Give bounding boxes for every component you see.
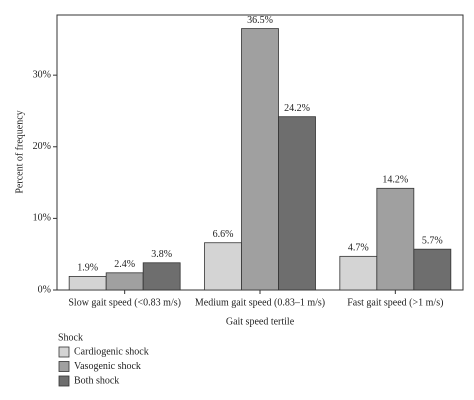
bar — [413, 248, 452, 291]
legend-label: Cardiogenic shock — [74, 346, 149, 357]
bar — [376, 187, 415, 291]
y-tick-label: 0% — [38, 284, 51, 295]
bar — [204, 242, 242, 291]
value-label: 1.9% — [77, 263, 98, 274]
y-tick-label: 10% — [33, 213, 51, 224]
value-label: 4.7% — [348, 243, 369, 254]
bar — [241, 28, 279, 291]
value-label: 5.7% — [422, 235, 443, 246]
value-label: 24.2% — [284, 103, 310, 114]
value-label: 3.8% — [151, 249, 172, 260]
x-tick-label: Fast gait speed (>1 m/s) — [347, 297, 443, 308]
x-axis-label: Gait speed tertile — [226, 316, 295, 327]
legend-label: Vasogenic shock — [74, 361, 141, 372]
legend-label: Both shock — [74, 375, 119, 386]
bar — [339, 255, 378, 291]
bar — [68, 275, 107, 291]
x-tick-label: Medium gait speed (0.83–1 m/s) — [195, 297, 325, 308]
y-tick-label: 20% — [33, 141, 51, 152]
value-label: 14.2% — [382, 175, 408, 186]
legend-swatch — [58, 375, 70, 387]
y-axis-label: Percent of frequency — [14, 110, 25, 193]
bar — [142, 262, 181, 291]
legend-title: Shock — [58, 332, 83, 343]
value-label: 6.6% — [213, 229, 234, 240]
value-label: 2.4% — [114, 259, 135, 270]
legend-swatch — [58, 346, 70, 358]
x-tick-label: Slow gait speed (<0.83 m/s) — [68, 297, 181, 308]
bar — [278, 116, 316, 291]
value-label: 36.5% — [247, 15, 273, 26]
legend-swatch — [58, 361, 70, 372]
y-tick-label: 30% — [33, 69, 51, 80]
bar — [105, 272, 144, 291]
